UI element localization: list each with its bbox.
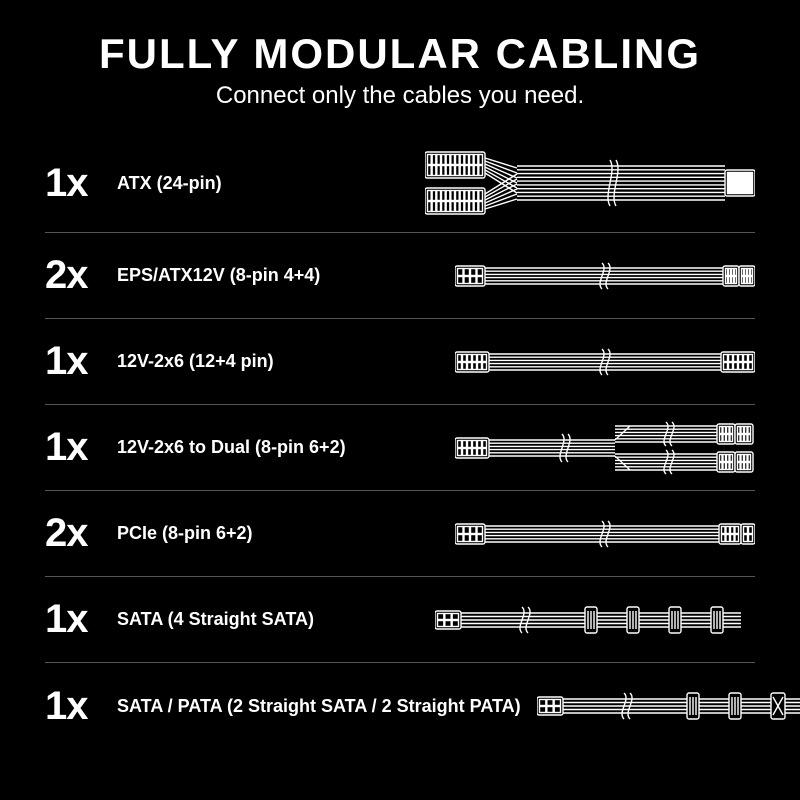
cable-desc: 12V-2x6 (12+4 pin): [117, 351, 274, 372]
cable-row: 2x PCIe (8-pin 6+2): [45, 491, 755, 577]
cable-illustration: [435, 603, 755, 637]
cable-desc: 12V-2x6 to Dual (8-pin 6+2): [117, 437, 346, 458]
cable-row: 1x 12V-2x6 (12+4 pin): [45, 319, 755, 405]
cable-qty: 1x: [45, 425, 109, 470]
cable-desc: PCIe (8-pin 6+2): [117, 523, 253, 544]
cable-illustration: [455, 517, 755, 551]
cable-illustration: [537, 689, 800, 723]
cable-qty: 1x: [45, 339, 109, 384]
cable-illustration: [455, 259, 755, 293]
cable-row: 2x EPS/ATX12V (8-pin 4+4): [45, 233, 755, 319]
cable-qty: 1x: [45, 161, 109, 206]
cable-desc: ATX (24-pin): [117, 173, 222, 194]
cable-row: 1x 12V-2x6 to Dual (8-pin 6+2): [45, 405, 755, 491]
cable-desc: SATA (4 Straight SATA): [117, 609, 314, 630]
cable-row: 1x SATA / PATA (2 Straight SATA / 2 Strai…: [45, 663, 755, 749]
cable-qty: 1x: [45, 597, 109, 642]
cable-row: 1x ATX (24-pin): [45, 134, 755, 233]
cable-illustration: [455, 345, 755, 379]
cable-list: 1x ATX (24-pin) 2x EPS/ATX12V (8-pin 4+4) 1x…: [45, 134, 755, 749]
cable-row: 1x SATA (4 Straight SATA): [45, 577, 755, 663]
cable-qty: 1x: [45, 684, 109, 729]
cable-illustration: [455, 420, 755, 476]
cable-desc: SATA / PATA (2 Straight SATA / 2 Straigh…: [117, 696, 521, 717]
cable-qty: 2x: [45, 511, 109, 556]
page-subtitle: Connect only the cables you need.: [45, 82, 755, 110]
cable-illustration: [425, 146, 755, 220]
cable-qty: 2x: [45, 253, 109, 298]
page-title: FULLY MODULAR CABLING: [45, 30, 755, 78]
cable-desc: EPS/ATX12V (8-pin 4+4): [117, 265, 320, 286]
